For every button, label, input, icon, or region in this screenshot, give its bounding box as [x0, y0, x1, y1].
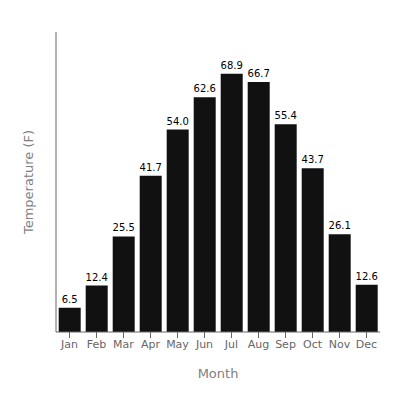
svg-text:55.4: 55.4	[275, 110, 297, 121]
svg-text:6.5: 6.5	[62, 294, 78, 305]
svg-text:Jan: Jan	[60, 338, 78, 351]
svg-text:12.4: 12.4	[86, 272, 108, 283]
svg-text:25.5: 25.5	[113, 222, 135, 233]
svg-text:26.1: 26.1	[329, 220, 351, 231]
svg-text:Temperature (F): Temperature (F)	[21, 130, 36, 235]
svg-text:Dec: Dec	[356, 338, 377, 351]
svg-text:Feb: Feb	[87, 338, 106, 351]
svg-text:54.0: 54.0	[167, 116, 189, 127]
svg-text:41.7: 41.7	[140, 162, 162, 173]
svg-text:Jul: Jul	[224, 338, 238, 351]
svg-text:Jun: Jun	[195, 338, 213, 351]
svg-text:Aug: Aug	[248, 338, 269, 351]
svg-text:43.7: 43.7	[302, 154, 324, 165]
svg-text:66.7: 66.7	[248, 68, 270, 79]
svg-text:Month: Month	[198, 366, 239, 381]
svg-text:Nov: Nov	[329, 338, 351, 351]
svg-text:68.9: 68.9	[221, 60, 243, 71]
svg-text:Apr: Apr	[141, 338, 161, 351]
svg-text:62.6: 62.6	[194, 83, 216, 94]
svg-text:Oct: Oct	[303, 338, 323, 351]
svg-text:Sep: Sep	[275, 338, 296, 351]
svg-text:Mar: Mar	[113, 338, 134, 351]
svg-text:12.6: 12.6	[356, 271, 378, 282]
svg-text:May: May	[166, 338, 189, 351]
